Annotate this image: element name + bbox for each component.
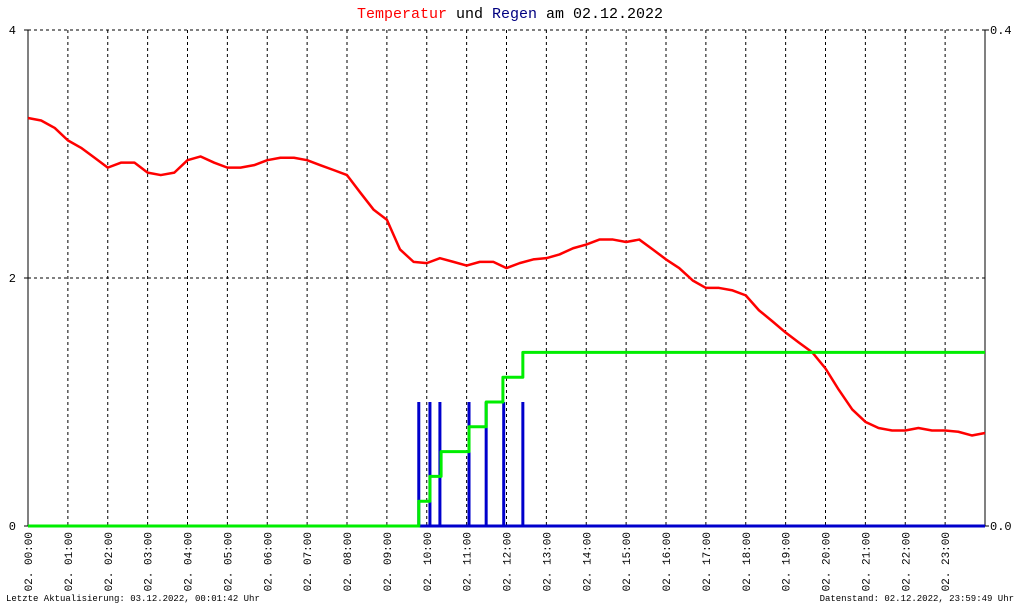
x-tick-label: 02. 21:00 [861,532,873,591]
title-part: Regen [492,6,537,23]
x-tick-label: 02. 09:00 [383,532,395,591]
x-tick-label: 02. 12:00 [503,532,515,591]
x-tick-label: 02. 23:00 [941,532,953,591]
chart-title: Temperatur und Regen am 02.12.2022 [357,6,663,23]
x-tick-label: 02. 20:00 [822,532,834,591]
footer-right: Datenstand: 02.12.2022, 23:59:49 Uhr [820,594,1014,604]
x-tick-label: 02. 17:00 [702,532,714,591]
x-tick-label: 02. 10:00 [423,532,435,591]
x-tick-label: 02. 05:00 [223,532,235,591]
x-tick-label: 02. 00:00 [24,532,36,591]
x-tick-label: 02. 13:00 [542,532,554,591]
bar [428,402,432,526]
title-part: und [456,6,483,23]
line [27,116,986,437]
x-tick-label: 02. 07:00 [303,532,315,591]
bar [484,402,488,526]
x-tick-label: 02. 08:00 [343,532,355,591]
x-tick-label: 02. 14:00 [582,532,594,591]
x-tick-label: 02. 11:00 [463,532,475,591]
y2-tick-label: 0.4 [990,24,1012,38]
y-tick-label: 0 [9,520,16,534]
bar [521,402,525,526]
title-part: Temperatur [357,6,447,23]
x-tick-label: 02. 01:00 [64,532,76,591]
y-tick-label: 4 [9,24,16,38]
x-tick-label: 02. 03:00 [144,532,156,591]
bar [417,402,421,526]
y2-tick-label: 0.0 [990,520,1012,534]
x-tick-label: 02. 18:00 [742,532,754,591]
x-tick-label: 02. 15:00 [622,532,634,591]
y-tick-label: 2 [9,272,16,286]
bar [467,402,471,526]
x-tick-label: 02. 16:00 [662,532,674,591]
x-tick-label: 02. 06:00 [263,532,275,591]
line [28,350,985,528]
bar [502,402,506,526]
x-tick-label: 02. 02:00 [104,532,116,591]
x-tick-label: 02. 04:00 [184,532,196,591]
title-part: am 02.12.2022 [546,6,663,23]
footer-left: Letzte Aktualisierung: 03.12.2022, 00:01… [6,594,260,604]
x-tick-label: 02. 19:00 [782,532,794,591]
x-tick-label: 02. 22:00 [901,532,913,591]
